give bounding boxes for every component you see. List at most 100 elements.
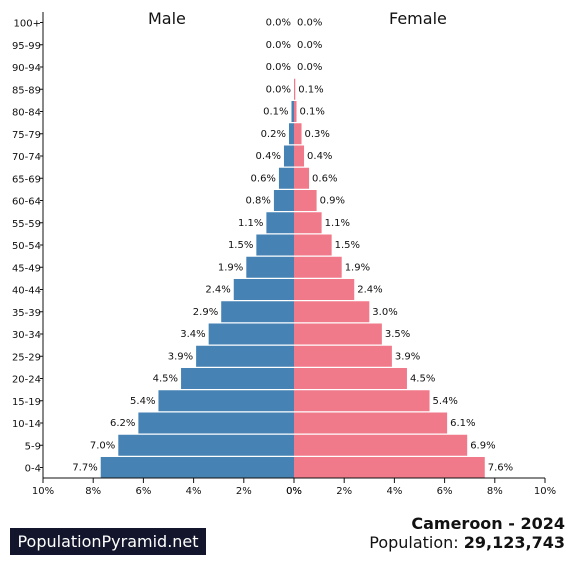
x-tick-label-female: 2% bbox=[336, 486, 352, 497]
male-bar bbox=[100, 457, 294, 478]
x-tick-label-female: 10% bbox=[534, 486, 556, 497]
female-value-label: 5.4% bbox=[433, 396, 458, 407]
female-bar bbox=[294, 101, 297, 122]
female-value-label: 0.4% bbox=[307, 151, 332, 162]
male-bar bbox=[118, 434, 294, 456]
male-value-label: 2.9% bbox=[193, 307, 218, 318]
male-value-label: 6.2% bbox=[110, 418, 135, 429]
male-bar bbox=[278, 167, 294, 189]
male-bar bbox=[246, 256, 294, 278]
x-tick-label-male: 4% bbox=[186, 486, 202, 497]
male-value-label: 0.0% bbox=[266, 40, 291, 51]
age-group-label: 90-94 bbox=[12, 63, 41, 74]
male-value-label: 1.5% bbox=[228, 240, 253, 251]
female-bar bbox=[294, 434, 468, 456]
male-value-label: 0.1% bbox=[263, 107, 288, 118]
male-bar bbox=[181, 368, 294, 389]
female-bar bbox=[294, 78, 296, 100]
female-value-label: 1.9% bbox=[345, 262, 370, 273]
male-value-label: 1.9% bbox=[218, 262, 243, 273]
age-group-label: 95-99 bbox=[12, 41, 41, 52]
x-tick-label-male: 6% bbox=[135, 486, 151, 497]
x-tick-label-female: 6% bbox=[437, 486, 453, 497]
male-bar bbox=[233, 279, 294, 300]
age-group-label: 20-24 bbox=[12, 375, 41, 386]
female-value-label: 6.9% bbox=[470, 440, 495, 451]
female-value-label: 0.1% bbox=[300, 107, 325, 118]
male-bar bbox=[158, 390, 294, 412]
male-bar bbox=[273, 190, 294, 211]
brand-logo[interactable]: PopulationPyramid.net bbox=[10, 528, 206, 555]
male-bar bbox=[288, 123, 294, 145]
female-bar bbox=[294, 345, 392, 367]
male-bar bbox=[256, 234, 294, 256]
female-value-label: 6.1% bbox=[450, 418, 475, 429]
age-group-label: 85-89 bbox=[12, 85, 41, 96]
age-group-label: 60-64 bbox=[12, 197, 41, 208]
population-label: Population: bbox=[369, 533, 464, 552]
male-value-label: 3.4% bbox=[180, 329, 205, 340]
female-value-label: 2.4% bbox=[357, 285, 382, 296]
female-value-label: 7.6% bbox=[488, 463, 513, 474]
male-value-label: 7.0% bbox=[90, 440, 115, 451]
male-bar bbox=[196, 345, 294, 367]
female-bar bbox=[294, 212, 322, 234]
male-value-label: 0.2% bbox=[261, 129, 286, 140]
age-group-label: 75-79 bbox=[12, 130, 41, 141]
x-tick-label-female: 8% bbox=[487, 486, 503, 497]
female-value-label: 3.0% bbox=[372, 307, 397, 318]
x-tick-label-male: 2% bbox=[236, 486, 252, 497]
age-group-label: 5-9 bbox=[25, 441, 41, 452]
female-bar bbox=[294, 234, 332, 256]
female-bar bbox=[294, 279, 355, 300]
male-value-label: 5.4% bbox=[130, 396, 155, 407]
female-value-label: 0.3% bbox=[305, 129, 330, 140]
population-pyramid-chart: 100+ 0.0% 0.0% 95-99 0.0% 0.0% 90-94 0.0% 0.0% 85… bbox=[12, 12, 556, 497]
female-value-label: 0.9% bbox=[320, 196, 345, 207]
female-bar bbox=[294, 301, 370, 323]
x-tick-label-male: 10% bbox=[32, 486, 54, 497]
male-value-label: 0.4% bbox=[256, 151, 281, 162]
female-bar bbox=[294, 390, 430, 412]
age-group-label: 40-44 bbox=[12, 286, 41, 297]
age-group-label: 0-4 bbox=[25, 464, 41, 475]
age-group-label: 80-84 bbox=[12, 108, 41, 119]
x-tick-label-female: 0% bbox=[286, 486, 302, 497]
male-value-label: 0.0% bbox=[266, 62, 291, 73]
male-bar bbox=[138, 412, 294, 434]
age-group-label: 15-19 bbox=[12, 397, 41, 408]
age-group-label: 25-29 bbox=[12, 352, 41, 363]
male-bar bbox=[221, 301, 294, 323]
age-group-label: 65-69 bbox=[12, 174, 41, 185]
male-bar bbox=[291, 101, 294, 122]
female-value-label: 0.0% bbox=[297, 40, 322, 51]
male-value-label: 0.0% bbox=[266, 84, 291, 95]
age-group-label: 30-34 bbox=[12, 330, 41, 341]
female-title: Female bbox=[389, 9, 447, 28]
female-bar bbox=[294, 123, 302, 145]
male-value-label: 7.7% bbox=[72, 463, 97, 474]
x-tick-label-female: 4% bbox=[386, 486, 402, 497]
female-bar bbox=[294, 368, 407, 389]
male-value-label: 0.6% bbox=[251, 173, 276, 184]
x-tick-label-male: 0% bbox=[286, 486, 302, 497]
female-value-label: 1.5% bbox=[335, 240, 360, 251]
female-value-label: 0.6% bbox=[312, 173, 337, 184]
female-bar bbox=[294, 145, 305, 167]
male-value-label: 0.8% bbox=[246, 196, 271, 207]
population-value: 29,123,743 bbox=[463, 533, 565, 552]
female-value-label: 3.9% bbox=[395, 351, 420, 362]
female-bar bbox=[294, 457, 485, 478]
male-value-label: 4.5% bbox=[153, 374, 178, 385]
female-value-label: 4.5% bbox=[410, 374, 435, 385]
age-group-label: 55-59 bbox=[12, 219, 41, 230]
female-value-label: 1.1% bbox=[325, 218, 350, 229]
male-title: Male bbox=[148, 9, 186, 28]
female-value-label: 3.5% bbox=[385, 329, 410, 340]
female-bar bbox=[294, 412, 448, 434]
female-value-label: 0.0% bbox=[297, 62, 322, 73]
age-group-label: 70-74 bbox=[12, 152, 41, 163]
country-year-title: Cameroon - 2024 bbox=[411, 514, 565, 533]
male-bar bbox=[208, 323, 294, 345]
female-bar bbox=[294, 190, 317, 211]
